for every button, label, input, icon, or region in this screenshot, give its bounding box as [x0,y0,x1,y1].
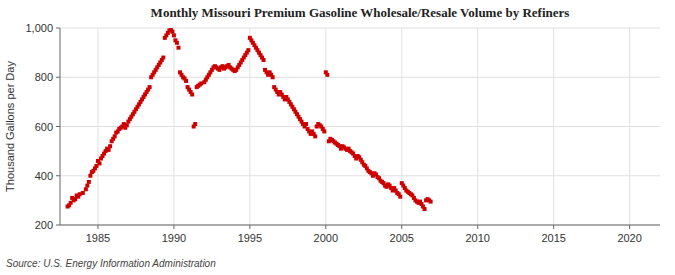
y-tick-label: 600 [35,121,53,133]
grid-line [477,28,478,225]
x-tick-label: 1995 [238,232,262,244]
x-tick-label: 1985 [86,232,110,244]
tick-mark [56,175,60,176]
point [148,85,152,89]
point [81,191,85,195]
point [175,41,179,45]
point [193,122,197,126]
y-tick-label: 800 [35,71,53,83]
point [87,180,91,184]
points [66,28,433,211]
point [125,123,129,127]
tick-mark [97,225,98,229]
point [113,134,117,138]
point [423,207,427,211]
title: Monthly Missouri Premium Gasoline Wholes… [151,5,570,20]
grid-line [97,28,98,225]
x-tick-label: 2005 [390,232,414,244]
point [172,33,176,37]
tick-mark [325,225,326,229]
point [398,195,402,199]
tick-mark [56,225,60,226]
point [190,92,194,96]
point [325,73,329,77]
point [108,144,112,148]
point [107,148,111,152]
point [176,46,180,50]
point [97,161,101,165]
point [88,174,92,178]
grid-line [60,175,660,176]
x-tick-label: 2020 [617,232,641,244]
point [271,75,275,79]
tick-mark [173,225,174,229]
point [161,56,165,60]
y-tick-label: 1,000 [25,22,53,34]
y-axis-label: Thousand Gallons per Day [4,61,16,192]
x-tick-label: 2010 [465,232,489,244]
tick-mark [56,77,60,78]
tick-mark [401,225,402,229]
point [322,129,326,133]
point [246,48,250,52]
point [304,122,308,126]
x-tick-label: 2015 [541,232,565,244]
tick-mark [56,126,60,127]
tick-mark [553,225,554,229]
grid-line [60,28,660,29]
grid-line [60,225,660,226]
x-axis-line [60,225,660,226]
grid-line [173,28,174,225]
tick-mark [56,28,60,29]
tick-mark [629,225,630,229]
point [429,200,433,204]
source-note: Source: U.S. Energy Information Administ… [6,258,216,269]
x-tick-label: 1990 [162,232,186,244]
grid-line [553,28,554,225]
grid-line [629,28,630,225]
point [170,30,174,34]
y-tick-label: 400 [35,170,53,182]
point [262,58,266,62]
point [184,79,188,83]
tick-labels: 200 400 600 800 1,000 1985 1990 1995 2000 2005 201… [25,22,641,244]
tick-mark [249,225,250,229]
point [84,187,88,191]
y-tick-label: 200 [35,219,53,231]
grid-line [249,28,250,225]
chart: 200 400 600 800 1,000 1985 1990 1995 2000 2005 201… [0,0,675,275]
grid-line [325,28,326,225]
grid-line [60,126,660,127]
x-tick-label: 2000 [314,232,338,244]
point [313,134,317,138]
grid [60,28,660,225]
tick-mark [477,225,478,229]
point [85,184,89,188]
